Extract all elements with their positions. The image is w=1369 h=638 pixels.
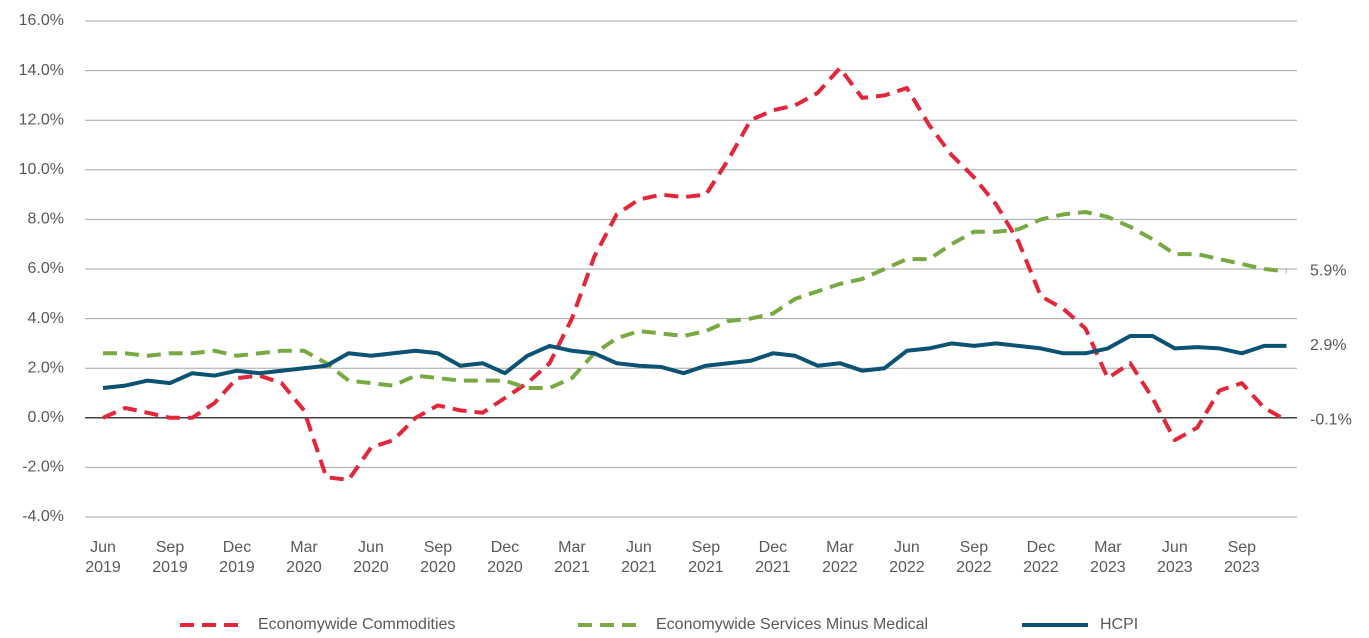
x-tick-label: Dec 2021 — [755, 539, 791, 576]
series-line — [102, 66, 1288, 482]
y-tick-label: 14.0% — [19, 62, 64, 79]
y-tick-label: -4.0% — [22, 508, 64, 525]
legend-label: HCPI — [1100, 616, 1138, 633]
y-tick-label: 0.0% — [28, 409, 64, 426]
x-tick-label: Dec 2020 — [487, 539, 523, 576]
y-tick-label: 6.0% — [28, 260, 64, 277]
end-label: 2.9% — [1310, 337, 1346, 354]
x-tick-label: Mar 2022 — [822, 539, 858, 576]
x-tick-label: Jun 2019 — [85, 539, 121, 576]
y-tick-label: 2.0% — [28, 359, 64, 376]
legend-label: Economywide Commodities — [258, 616, 455, 633]
x-tick-label: Sep 2022 — [956, 539, 992, 576]
x-tick-label: Jun 2022 — [889, 539, 925, 576]
series-line — [102, 334, 1287, 390]
legend-label: Economywide Services Minus Medical — [656, 616, 928, 633]
y-tick-label: 4.0% — [28, 310, 64, 327]
x-tick-label: Mar 2021 — [554, 539, 590, 576]
end-label: -0.1% — [1310, 411, 1352, 428]
x-tick-label: Jun 2020 — [353, 539, 389, 576]
x-tick-label: Sep 2020 — [420, 539, 456, 576]
y-tick-label: 10.0% — [19, 161, 64, 178]
x-tick-label: Sep 2021 — [688, 539, 724, 576]
y-tick-label: 12.0% — [19, 111, 64, 128]
x-tick-label: Mar 2020 — [286, 539, 322, 576]
x-tick-label: Mar 2023 — [1090, 539, 1126, 576]
x-tick-label: Sep 2019 — [152, 539, 188, 576]
end-label: 5.9% — [1310, 263, 1346, 280]
y-tick-label: -2.0% — [22, 459, 64, 476]
x-tick-label: Dec 2019 — [219, 539, 255, 576]
series-line — [103, 210, 1287, 390]
x-tick-label: Sep 2023 — [1224, 539, 1260, 576]
x-tick-label: Jun 2023 — [1157, 539, 1193, 576]
y-tick-label: 16.0% — [19, 12, 64, 29]
y-tick-label: 8.0% — [28, 211, 64, 228]
x-tick-label: Jun 2021 — [621, 539, 657, 576]
x-tick-label: Dec 2022 — [1023, 539, 1059, 576]
